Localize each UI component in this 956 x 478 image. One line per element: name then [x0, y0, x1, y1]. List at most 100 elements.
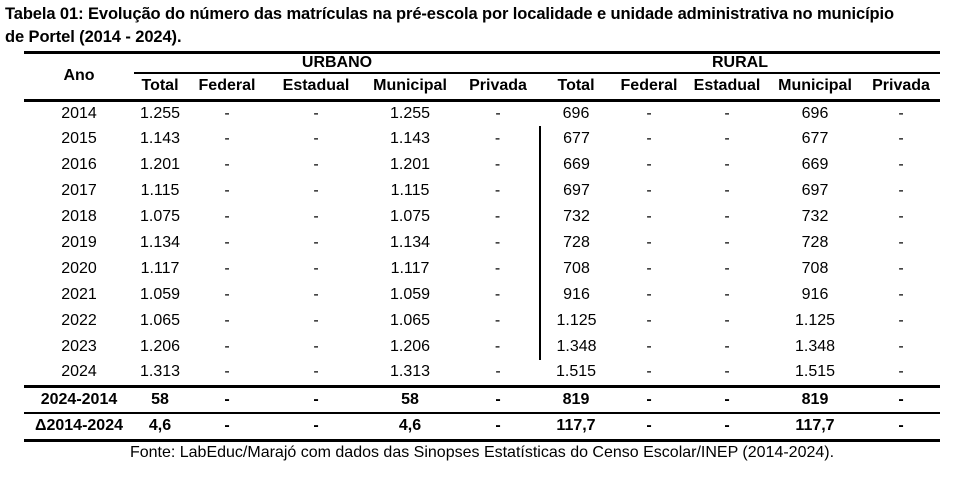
cell-urbano-privada: - [494, 286, 501, 304]
cell-rural-privada: - [898, 260, 904, 278]
cell-urbano-estadual: - [313, 417, 319, 435]
cell-urbano-municipal: 1.255 [389, 104, 431, 122]
cell-urbano-total: 1.134 [139, 234, 181, 252]
cell-urbano-total: 1.115 [140, 182, 180, 200]
cell-rural-federal: - [646, 208, 652, 226]
table-row: 2024 1.313- -1.313-1.515- -1.515- [24, 360, 940, 388]
cell-rural-total: 696 [562, 104, 590, 122]
column-header-urbano-total: Total [134, 73, 186, 102]
cell-urbano-total: 1.313 [134, 360, 186, 388]
table-row: 2019 1.134 - - 1.134 - 728 - - 728 - [24, 230, 940, 257]
cell-urbano-estadual: - [313, 338, 319, 356]
cell-rural-federal: - [646, 417, 652, 435]
cell-urbano-total: 4,6 [148, 417, 172, 435]
column-header-urbano-federal: Federal [186, 73, 268, 102]
cell-urbano-total: 1.255 [139, 104, 181, 122]
table-row: 2014 1.255 - - 1.255 - 696 - - 696 - [24, 100, 940, 126]
cell-rural-municipal: 669 [801, 156, 829, 174]
cell-rural-total: 708 [539, 256, 612, 283]
cell-rural-total: 732 [539, 204, 612, 231]
cell-rural-federal: - [646, 156, 652, 174]
cell-urbano-total: 1.065 [139, 312, 181, 330]
cell-urbano-estadual: - [313, 130, 319, 148]
cell-rural-municipal: 708 [801, 260, 829, 278]
row-label-cell: 2015 [61, 130, 97, 148]
cell-urbano-estadual: - [313, 286, 319, 304]
cell-rural-privada: - [862, 360, 940, 388]
cell-urbano-federal: - [224, 260, 230, 278]
cell-rural-municipal: 1.348 [794, 338, 836, 356]
cell-rural-municipal: 1.125 [794, 312, 836, 330]
cell-rural-municipal: 677 [801, 130, 829, 148]
cell-urbano-privada: - [456, 360, 540, 388]
cell-urbano-municipal: 1.313 [364, 360, 456, 388]
cell-rural-federal: - [646, 234, 652, 252]
cell-urbano-federal: - [224, 104, 230, 122]
cell-urbano-federal: - [224, 338, 230, 356]
cell-urbano-privada: - [456, 386, 540, 415]
cell-rural-federal: - [646, 130, 652, 148]
row-label-cell: 2014 [61, 104, 97, 122]
cell-rural-total: 1.515 [540, 360, 612, 388]
cell-urbano-municipal: 1.134 [389, 234, 431, 252]
cell-rural-estadual: - [724, 182, 730, 200]
cell-urbano-municipal: 1.115 [390, 182, 430, 200]
cell-urbano-estadual: - [268, 360, 364, 388]
table-title-line2: de Portel (2014 - 2024). [5, 27, 182, 46]
table-row: 2020 1.117 - - 1.117 - 708 - - 708 - [24, 256, 940, 283]
cell-rural-municipal: 696 [801, 104, 829, 122]
cell-rural-privada: - [898, 338, 904, 356]
cell-rural-estadual: - [724, 234, 730, 252]
table-row: 2023 1.206 - - 1.206 - 1.348 - - 1.348 - [24, 334, 940, 361]
cell-rural-estadual: - [686, 360, 768, 388]
cell-urbano-estadual: - [313, 156, 319, 174]
cell-rural-federal: - [646, 312, 652, 330]
cell-urbano-municipal: 4,6 [398, 417, 422, 435]
cell-rural-total: 1.125 [539, 308, 612, 335]
cell-urbano-federal: - [224, 417, 230, 435]
cell-rural-privada: - [898, 130, 904, 148]
cell-urbano-total: 1.206 [139, 338, 181, 356]
cell-urbano-estadual: - [268, 386, 364, 415]
cell-rural-municipal: 1.515 [768, 360, 862, 388]
cell-urbano-privada: - [494, 182, 501, 200]
table-row: 2016 1.201 - - 1.201 - 669 - - 669 - [24, 152, 940, 179]
year-column-header: Ano [24, 52, 134, 102]
row-label-cell: 2021 [61, 286, 97, 304]
cell-urbano-municipal: 1.075 [389, 208, 431, 226]
cell-urbano-municipal: 1.206 [389, 338, 431, 356]
cell-rural-federal: - [646, 104, 652, 122]
cell-rural-municipal: 916 [801, 286, 829, 304]
cell-rural-estadual: - [686, 386, 768, 415]
cell-urbano-privada: - [494, 208, 501, 226]
cell-rural-municipal: 117,7 [795, 417, 835, 435]
table-row: 2021 1.059 - - 1.059 - 916 - - 916 - [24, 282, 940, 309]
row-label-cell: 2020 [61, 260, 97, 278]
cell-urbano-estadual: - [313, 234, 319, 252]
summary-row: Δ2014-2024 4,6 - - 4,6 - 117,7 - - 117,7 - [24, 413, 940, 440]
row-label-cell: 2024 [24, 360, 134, 388]
cell-urbano-federal: - [224, 286, 230, 304]
cell-urbano-estadual: - [313, 104, 319, 122]
cell-rural-estadual: - [724, 130, 730, 148]
column-header-rural-estadual: Estadual [686, 73, 768, 102]
cell-urbano-privada: - [495, 417, 501, 435]
cell-rural-estadual: - [724, 338, 730, 356]
cell-rural-total: 819 [540, 386, 612, 415]
cell-rural-privada: - [898, 312, 904, 330]
cell-rural-estadual: - [724, 286, 730, 304]
source-note: Fonte: LabEduc/Marajó com dados das Sino… [129, 443, 835, 461]
cell-rural-privada: - [898, 417, 904, 435]
cell-urbano-total: 1.201 [139, 156, 181, 174]
cell-rural-estadual: - [724, 156, 730, 174]
cell-rural-total: 677 [539, 126, 612, 153]
cell-rural-total: 1.348 [539, 334, 612, 361]
cell-urbano-total: 58 [134, 386, 186, 415]
cell-rural-estadual: - [724, 260, 730, 278]
cell-rural-estadual: - [724, 417, 730, 435]
cell-urbano-federal: - [224, 156, 230, 174]
cell-urbano-privada: - [494, 312, 501, 330]
row-label-cell: Δ2014-2024 [34, 417, 123, 435]
cell-urbano-privada: - [494, 130, 501, 148]
cell-urbano-municipal: 1.117 [390, 260, 430, 278]
